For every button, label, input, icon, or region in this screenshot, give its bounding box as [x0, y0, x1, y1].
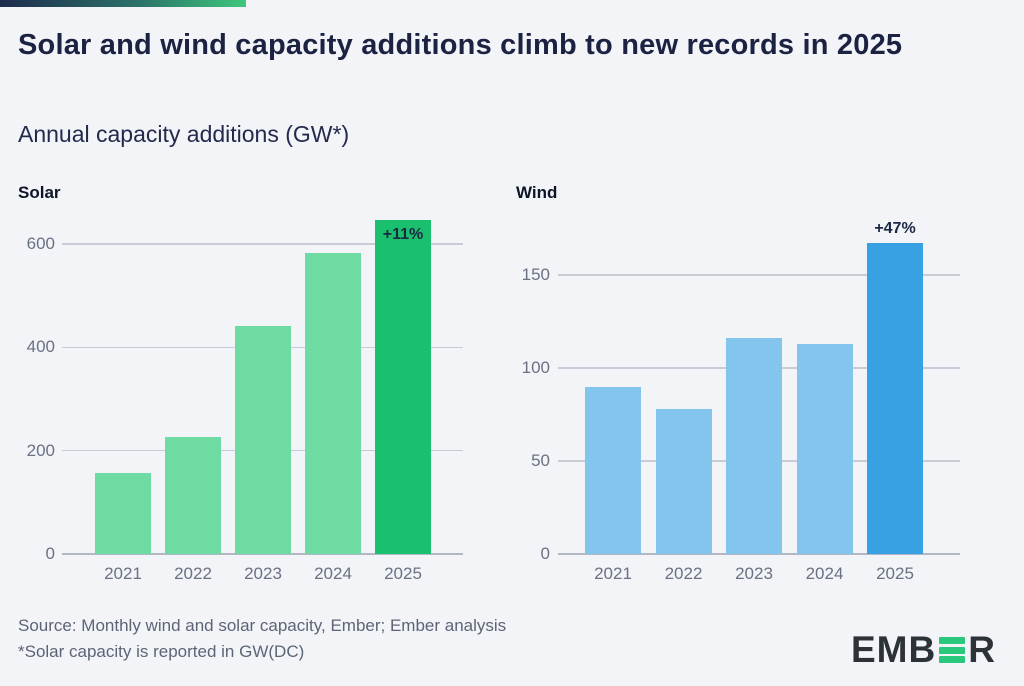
y-axis-label: 0: [45, 544, 55, 563]
y-axis-label: 600: [26, 234, 55, 254]
bar-solar-2025: [375, 219, 431, 554]
gridline: [62, 243, 463, 245]
chart-title: Solar and wind capacity additions climb …: [18, 29, 903, 61]
y-axis-label: 150: [521, 264, 550, 284]
bar-solar-2022: [165, 437, 221, 554]
x-axis-label: 2023: [735, 564, 773, 583]
growth-annotation: +47%: [874, 220, 916, 238]
source-note: Source: Monthly wind and solar capacity,…: [18, 616, 507, 635]
x-axis-label: 2025: [876, 564, 914, 583]
bar-solar-2021: [95, 473, 151, 554]
y-axis-label: 100: [521, 357, 550, 377]
x-axis-line: [62, 553, 463, 555]
x-axis-label: 2021: [594, 564, 632, 583]
panel-title-solar: Solar: [18, 183, 61, 202]
bar-solar-2024: [305, 252, 361, 554]
footnote: *Solar capacity is reported in GW(DC): [18, 642, 305, 661]
x-axis-label: 2023: [244, 564, 282, 583]
y-axis-label: 0: [540, 544, 550, 563]
x-axis-label: 2024: [314, 564, 352, 583]
x-axis-label: 2021: [104, 564, 142, 583]
x-axis-label: 2025: [384, 564, 422, 583]
logo-green-e-icon: [939, 637, 966, 663]
logo-text-right: R: [968, 629, 996, 670]
growth-annotation: +11%: [382, 225, 424, 243]
ember-logo: EMB R: [851, 629, 996, 671]
x-axis-line: [558, 553, 960, 555]
chart-subtitle: Annual capacity additions (GW*): [18, 121, 350, 147]
accent-gradient-bar: [0, 0, 246, 7]
y-axis-label: 200: [26, 440, 55, 460]
panel-title-wind: Wind: [516, 183, 558, 202]
bar-solar-2023: [235, 325, 291, 554]
x-axis-label: 2024: [805, 564, 844, 583]
x-axis-label: 2022: [664, 564, 703, 583]
bar-wind-2025: [867, 243, 923, 554]
bar-wind-2024: [796, 343, 853, 554]
y-axis-label: 400: [26, 337, 55, 357]
logo-text-left: EMB: [851, 629, 937, 670]
bar-wind-2023: [726, 338, 782, 554]
x-axis-label: 2022: [174, 564, 212, 583]
bar-wind-2021: [585, 386, 641, 554]
gridline: [558, 274, 960, 276]
bar-wind-2022: [655, 408, 712, 554]
y-axis-label: 50: [531, 450, 550, 470]
